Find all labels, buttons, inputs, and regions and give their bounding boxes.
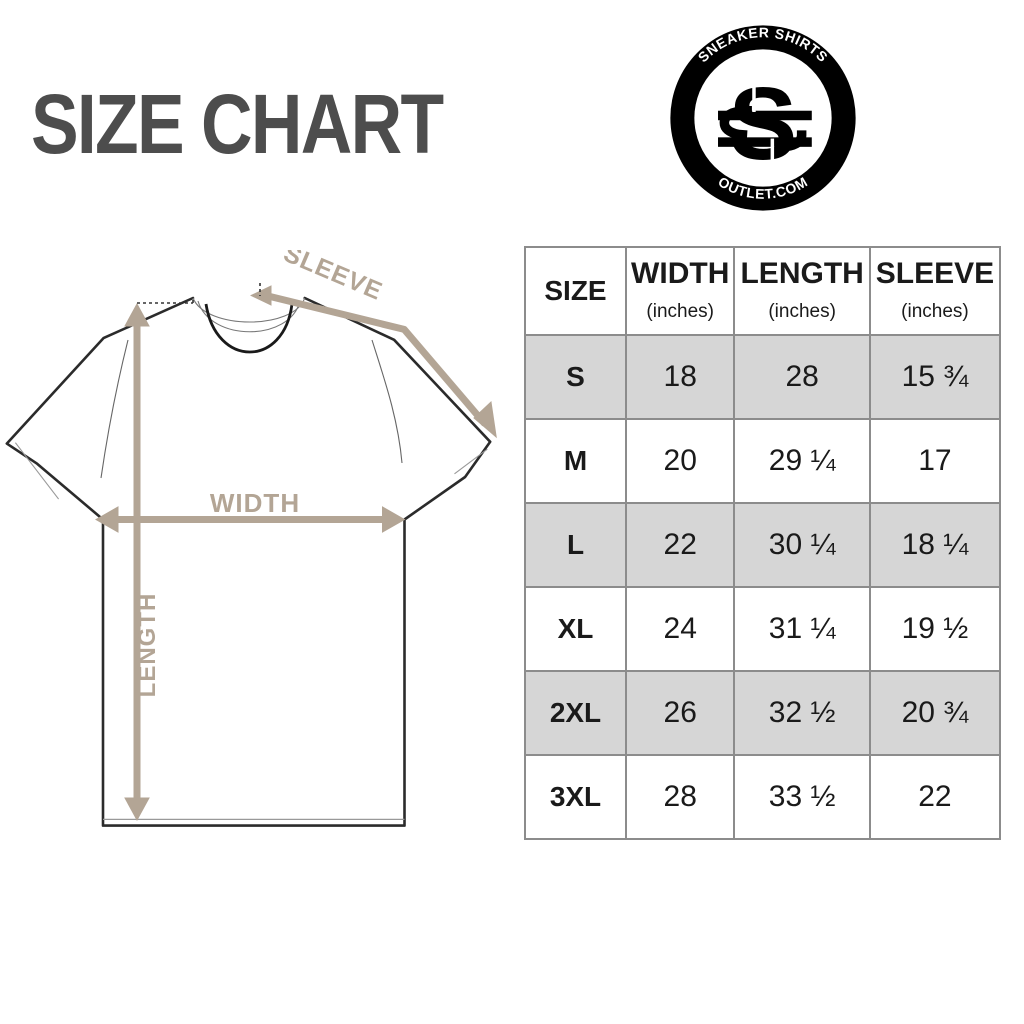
svg-text:S: S bbox=[729, 66, 798, 181]
svg-text:LENGTH: LENGTH bbox=[134, 593, 161, 698]
svg-text:SLEEVE: SLEEVE bbox=[279, 250, 386, 306]
svg-text:WIDTH: WIDTH bbox=[210, 488, 300, 518]
